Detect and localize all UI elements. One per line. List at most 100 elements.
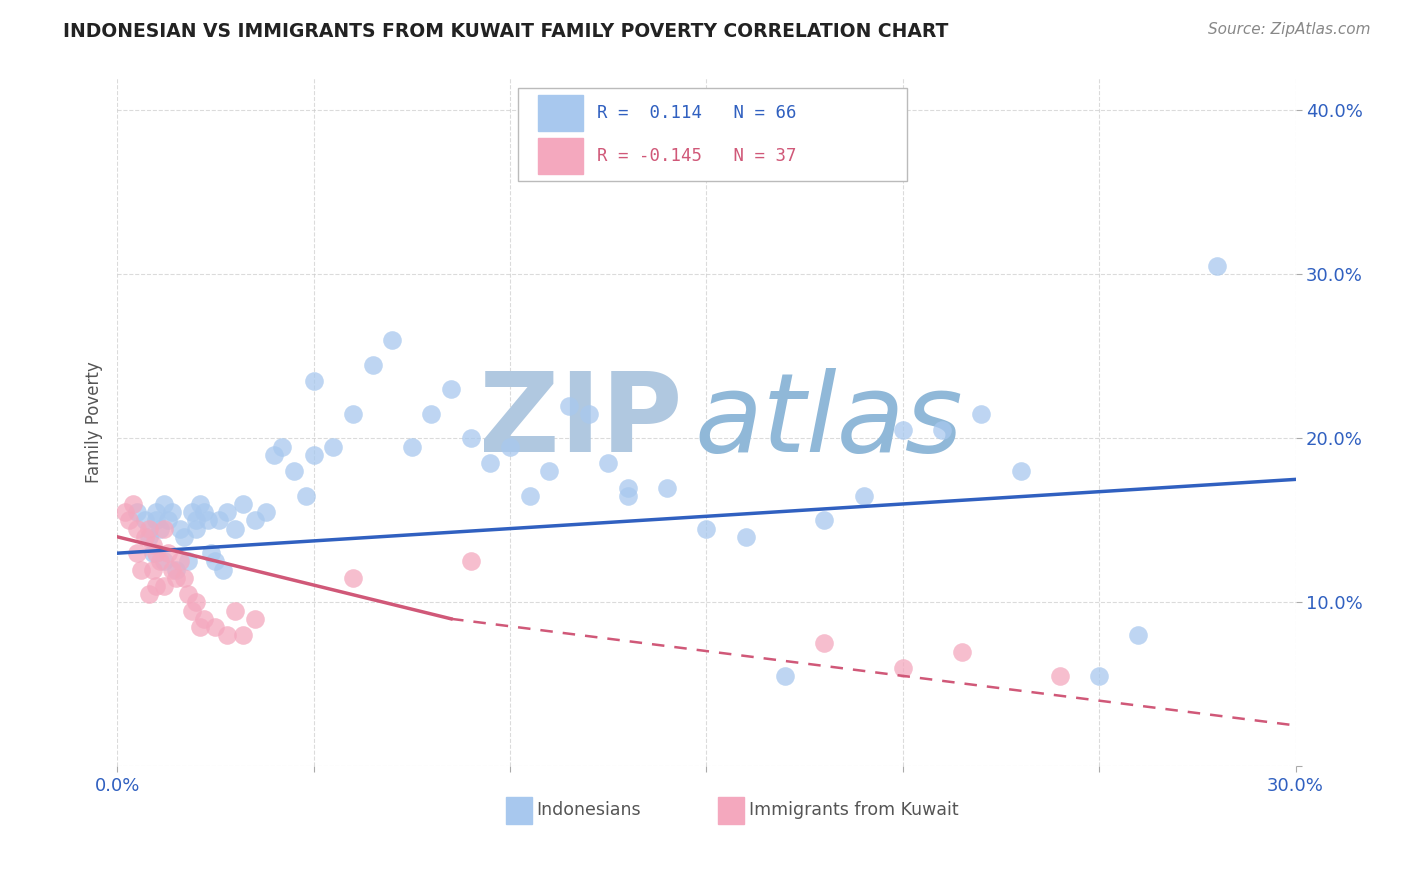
Point	[479, 456, 502, 470]
Point	[149, 554, 172, 568]
Point	[145, 505, 167, 519]
Point	[813, 513, 835, 527]
Point	[970, 407, 993, 421]
Point	[232, 628, 254, 642]
Point	[188, 620, 211, 634]
Point	[224, 522, 246, 536]
Point	[180, 505, 202, 519]
Point	[1010, 464, 1032, 478]
Point	[153, 522, 176, 536]
Point	[224, 604, 246, 618]
Point	[460, 431, 482, 445]
Point	[617, 489, 640, 503]
Point	[420, 407, 443, 421]
Text: R = -0.145   N = 37: R = -0.145 N = 37	[596, 147, 796, 165]
Bar	[718, 797, 744, 823]
Point	[153, 579, 176, 593]
Point	[118, 513, 141, 527]
Point	[173, 571, 195, 585]
Point	[145, 546, 167, 560]
Point	[342, 407, 364, 421]
Point	[177, 554, 200, 568]
Point	[891, 423, 914, 437]
Point	[256, 505, 278, 519]
Point	[169, 554, 191, 568]
Point	[950, 645, 973, 659]
Point	[114, 505, 136, 519]
Point	[519, 489, 541, 503]
Point	[125, 546, 148, 560]
Point	[931, 423, 953, 437]
Point	[157, 513, 180, 527]
Point	[193, 505, 215, 519]
Point	[322, 440, 344, 454]
Point	[165, 571, 187, 585]
Point	[232, 497, 254, 511]
Point	[184, 513, 207, 527]
Point	[401, 440, 423, 454]
Point	[283, 464, 305, 478]
Point	[197, 513, 219, 527]
Point	[141, 563, 163, 577]
Point	[578, 407, 600, 421]
Point	[125, 522, 148, 536]
Point	[169, 522, 191, 536]
Point	[193, 612, 215, 626]
Point	[212, 563, 235, 577]
Point	[1049, 669, 1071, 683]
Point	[263, 448, 285, 462]
Point	[138, 530, 160, 544]
Point	[153, 497, 176, 511]
Point	[145, 579, 167, 593]
Point	[138, 522, 160, 536]
Point	[852, 489, 875, 503]
Point	[361, 358, 384, 372]
Point	[558, 399, 581, 413]
Point	[204, 554, 226, 568]
Point	[217, 628, 239, 642]
Point	[160, 505, 183, 519]
Bar	[506, 797, 531, 823]
Point	[243, 612, 266, 626]
Point	[381, 333, 404, 347]
Point	[122, 497, 145, 511]
Point	[208, 513, 231, 527]
Point	[655, 481, 678, 495]
Text: ZIP: ZIP	[479, 368, 683, 475]
Point	[204, 620, 226, 634]
Point	[149, 522, 172, 536]
Point	[165, 563, 187, 577]
Point	[440, 382, 463, 396]
Point	[129, 563, 152, 577]
FancyBboxPatch shape	[517, 87, 907, 181]
Point	[134, 513, 156, 527]
Point	[813, 636, 835, 650]
Point	[141, 538, 163, 552]
Text: atlas: atlas	[695, 368, 963, 475]
Point	[184, 522, 207, 536]
Point	[1128, 628, 1150, 642]
Point	[734, 530, 756, 544]
Point	[188, 497, 211, 511]
Point	[342, 571, 364, 585]
Point	[217, 505, 239, 519]
Point	[302, 448, 325, 462]
Point	[1206, 259, 1229, 273]
Point	[460, 554, 482, 568]
Point	[157, 546, 180, 560]
Point	[271, 440, 294, 454]
Point	[1088, 669, 1111, 683]
Point	[153, 554, 176, 568]
Point	[773, 669, 796, 683]
Point	[138, 587, 160, 601]
Point	[184, 595, 207, 609]
Bar	[538, 138, 582, 174]
Point	[180, 604, 202, 618]
Point	[134, 530, 156, 544]
Text: Immigrants from Kuwait: Immigrants from Kuwait	[749, 801, 959, 819]
Point	[499, 440, 522, 454]
Point	[695, 522, 717, 536]
Point	[302, 374, 325, 388]
Point	[200, 546, 222, 560]
Point	[538, 464, 561, 478]
